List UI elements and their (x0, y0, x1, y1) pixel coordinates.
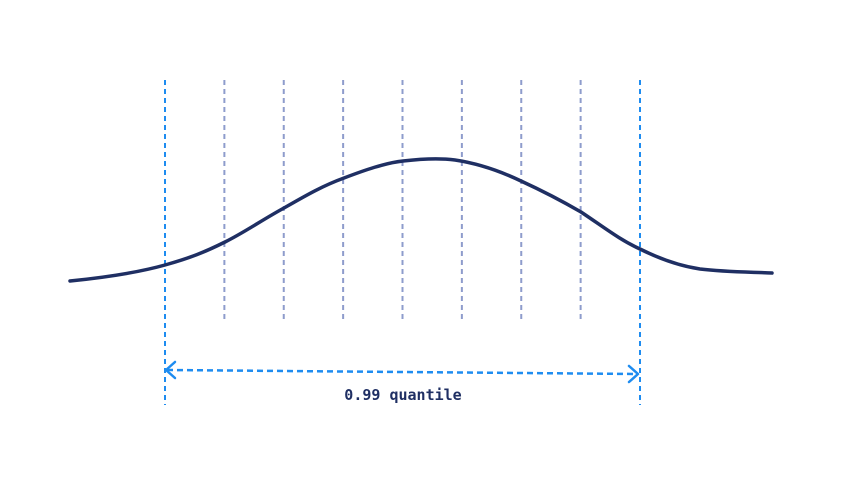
quantile-range-arrow (164, 360, 640, 384)
quantile-label: 0.99 quantile (344, 386, 462, 404)
inner-dashed-lines (223, 80, 582, 320)
distribution-curve (68, 157, 774, 283)
